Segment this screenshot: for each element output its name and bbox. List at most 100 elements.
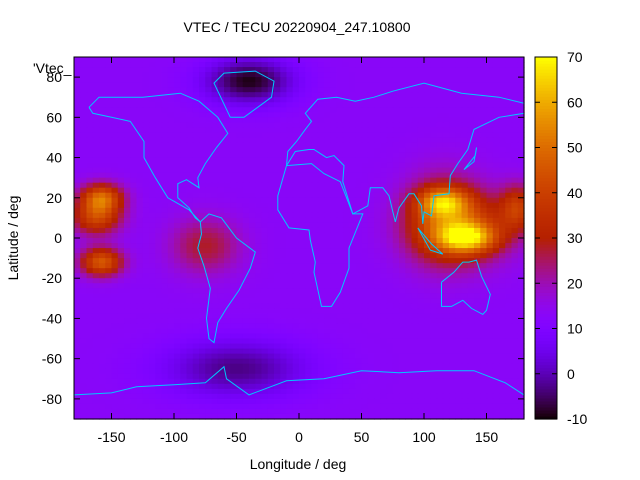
- heatmap-cell: [355, 112, 363, 118]
- heatmap-cell: [317, 288, 325, 294]
- heatmap-cell: [436, 67, 444, 73]
- heatmap-cell: [399, 137, 406, 144]
- heatmap-cell: [424, 298, 431, 304]
- heatmap-cell: [342, 243, 350, 249]
- heatmap-cell: [180, 82, 188, 88]
- heatmap-cell: [255, 278, 263, 284]
- heatmap-cell: [205, 403, 213, 410]
- heatmap-cell: [124, 152, 131, 159]
- heatmap-cell: [355, 102, 363, 108]
- heatmap-cell: [280, 298, 288, 304]
- heatmap-cell: [424, 238, 431, 244]
- heatmap-cell: [99, 87, 106, 93]
- heatmap-cell: [167, 328, 175, 335]
- heatmap-cell: [111, 248, 119, 254]
- heatmap-cell: [436, 253, 444, 259]
- heatmap-cell: [211, 348, 219, 355]
- heatmap-cell: [336, 363, 344, 370]
- heatmap-cell: [205, 238, 213, 244]
- heatmap-cell: [86, 403, 94, 410]
- heatmap-cell: [311, 72, 319, 78]
- heatmap-cell: [261, 288, 269, 294]
- heatmap-cell: [242, 288, 250, 294]
- heatmap-cell: [174, 107, 181, 113]
- heatmap-cell: [192, 162, 200, 169]
- heatmap-cell: [174, 328, 181, 335]
- heatmap-cell: [399, 92, 406, 98]
- heatmap-cell: [374, 82, 381, 88]
- heatmap-cell: [311, 308, 319, 315]
- heatmap-cell: [224, 67, 231, 73]
- heatmap-cell: [374, 77, 381, 83]
- heatmap-cell: [449, 227, 456, 234]
- heatmap-cell: [299, 77, 306, 83]
- heatmap-cell: [417, 127, 425, 134]
- heatmap-cell: [180, 172, 188, 179]
- heatmap-cell: [492, 398, 500, 405]
- heatmap-cell: [242, 142, 250, 149]
- heatmap-cell: [430, 378, 438, 385]
- heatmap-cell: [136, 82, 144, 88]
- heatmap-cell: [517, 313, 525, 320]
- heatmap-cell: [330, 278, 338, 284]
- heatmap-cell: [224, 373, 231, 380]
- heatmap-cell: [286, 107, 294, 113]
- heatmap-cell: [505, 122, 513, 128]
- heatmap-cell: [380, 378, 388, 385]
- heatmap-cell: [117, 288, 125, 294]
- heatmap-area: [74, 57, 525, 420]
- heatmap-cell: [92, 283, 100, 289]
- heatmap-cell: [486, 378, 494, 385]
- heatmap-cell: [386, 373, 394, 380]
- heatmap-cell: [155, 97, 163, 103]
- heatmap-cell: [480, 137, 488, 144]
- heatmap-cell: [336, 102, 344, 108]
- heatmap-cell: [424, 202, 431, 209]
- heatmap-cell: [105, 132, 113, 139]
- heatmap-cell: [167, 248, 175, 254]
- heatmap-cell: [74, 207, 81, 214]
- heatmap-cell: [499, 283, 506, 289]
- heatmap-cell: [174, 92, 181, 98]
- heatmap-cell: [386, 388, 394, 395]
- heatmap-cell: [274, 67, 281, 73]
- heatmap-cell: [199, 393, 206, 400]
- heatmap-cell: [105, 368, 113, 375]
- heatmap-cell: [317, 202, 325, 209]
- heatmap-cell: [480, 207, 488, 214]
- heatmap-cell: [99, 288, 106, 294]
- heatmap-cell: [255, 122, 263, 128]
- heatmap-cell: [486, 358, 494, 365]
- heatmap-cell: [286, 197, 294, 204]
- heatmap-cell: [105, 358, 113, 365]
- heatmap-cell: [117, 82, 125, 88]
- heatmap-cell: [417, 328, 425, 335]
- heatmap-cell: [511, 238, 519, 244]
- heatmap-cell: [130, 97, 138, 103]
- heatmap-cell: [242, 227, 250, 234]
- heatmap-cell: [249, 132, 256, 139]
- heatmap-cell: [449, 87, 456, 93]
- heatmap-cell: [349, 102, 356, 108]
- heatmap-cell: [274, 182, 281, 189]
- heatmap-cell: [480, 67, 488, 73]
- heatmap-cell: [86, 293, 94, 299]
- heatmap-cell: [349, 87, 356, 93]
- heatmap-cell: [155, 182, 163, 189]
- heatmap-cell: [355, 258, 363, 264]
- heatmap-cell: [511, 127, 519, 134]
- heatmap-cell: [92, 388, 100, 395]
- heatmap-cell: [199, 192, 206, 199]
- heatmap-cell: [255, 87, 263, 93]
- heatmap-cell: [505, 258, 513, 264]
- heatmap-cell: [124, 157, 131, 164]
- heatmap-cell: [317, 197, 325, 204]
- heatmap-cell: [167, 182, 175, 189]
- heatmap-cell: [142, 243, 150, 249]
- heatmap-cell: [511, 368, 519, 375]
- heatmap-cell: [292, 192, 300, 199]
- heatmap-cell: [349, 217, 356, 224]
- heatmap-cell: [105, 167, 113, 174]
- heatmap-cell: [80, 202, 88, 209]
- heatmap-cell: [480, 212, 488, 219]
